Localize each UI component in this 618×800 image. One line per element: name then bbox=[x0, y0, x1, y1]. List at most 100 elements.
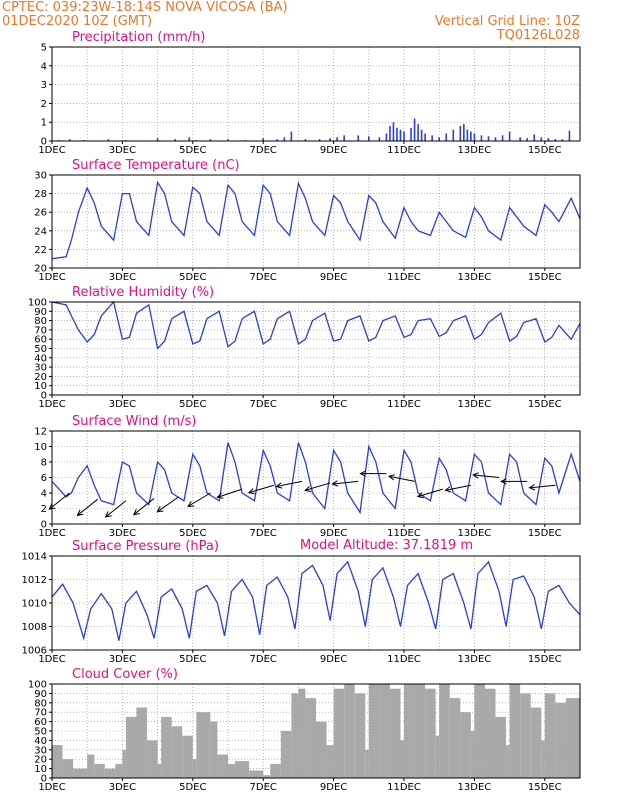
precip-bar bbox=[357, 135, 360, 141]
cloud-bar bbox=[449, 698, 461, 778]
y-tick-label: 100 bbox=[28, 680, 47, 691]
x-tick-label: 3DEC bbox=[109, 399, 136, 410]
y-tick-label: 10 bbox=[34, 764, 47, 775]
x-tick-label: 13DEC bbox=[458, 145, 492, 156]
precip-bar bbox=[283, 137, 286, 141]
cloud-bar bbox=[400, 740, 404, 778]
precip-bar bbox=[276, 139, 279, 141]
cloud-bar bbox=[460, 712, 471, 778]
panel-pres: 1006 1008 1010 1012 1014 1DEC 3DEC 5DEC 7DEC 9DEC… bbox=[22, 539, 581, 665]
y-tick-label: 10 bbox=[34, 442, 47, 453]
x-tick-label: 1DEC bbox=[38, 782, 65, 793]
x-tick-label: 11DEC bbox=[387, 145, 421, 156]
y-tick-label: 1 bbox=[41, 118, 47, 129]
x-tick-label: 9DEC bbox=[320, 272, 347, 283]
precip-bar bbox=[399, 129, 402, 141]
y-tick-label: 1008 bbox=[22, 622, 47, 633]
precip-bar bbox=[156, 138, 159, 141]
y-tick-label: 70 bbox=[34, 708, 47, 719]
x-tick-label: 7DEC bbox=[250, 782, 277, 793]
precip-bar bbox=[304, 139, 307, 141]
x-tick-label: 15DEC bbox=[528, 145, 562, 156]
precip-bar bbox=[466, 129, 469, 141]
y-tick-label: 60 bbox=[34, 335, 47, 346]
wind-vector-head bbox=[132, 508, 140, 516]
wind-vector bbox=[104, 500, 127, 518]
precip-bar bbox=[547, 138, 550, 141]
header-model-id: TQ0126L028 bbox=[496, 28, 580, 43]
cloud-bar bbox=[354, 693, 366, 778]
x-tick-label: 11DEC bbox=[387, 399, 421, 410]
x-tick-label: 11DEC bbox=[387, 528, 421, 539]
precip-bar bbox=[413, 118, 416, 141]
x-tick-label: 13DEC bbox=[458, 399, 492, 410]
wind-vector bbox=[304, 482, 331, 492]
wind-vector-shaft bbox=[276, 480, 303, 487]
header-grid-line: Vertical Grid Line: 10Z bbox=[435, 14, 580, 29]
x-tick-label: 5DEC bbox=[179, 145, 206, 156]
y-tick-label: 6 bbox=[41, 473, 47, 484]
precip-bar bbox=[209, 139, 212, 141]
wind-series-line bbox=[51, 442, 581, 515]
precip-bar bbox=[336, 137, 338, 141]
x-tick-label: 13DEC bbox=[458, 782, 492, 793]
cloud-bar bbox=[495, 716, 507, 778]
cloud-bar bbox=[104, 768, 116, 778]
wind-vector-shaft bbox=[248, 484, 274, 494]
x-tick-label: 5DEC bbox=[179, 399, 206, 410]
precip-bar bbox=[107, 139, 110, 141]
y-tick-label: 1014 bbox=[22, 552, 47, 563]
precip-bar bbox=[420, 129, 423, 141]
y-tick-label: 28 bbox=[34, 189, 47, 200]
precip-bar bbox=[494, 137, 497, 141]
cloud-bar bbox=[298, 688, 306, 778]
cloud-bar bbox=[544, 693, 556, 778]
cloud-bar bbox=[506, 745, 510, 778]
wind-vector-head bbox=[216, 492, 224, 499]
cloud-bar bbox=[368, 684, 380, 778]
x-tick-label: 15DEC bbox=[528, 654, 562, 665]
y-tick-label: 12 bbox=[34, 427, 47, 438]
x-tick-label: 9DEC bbox=[320, 654, 347, 665]
wind-vector-shaft bbox=[48, 492, 70, 510]
x-tick-label: 15DEC bbox=[528, 782, 562, 793]
x-tick-label: 13DEC bbox=[458, 654, 492, 665]
cloud-bar bbox=[249, 770, 264, 778]
y-tick-label: 40 bbox=[34, 353, 47, 364]
cloud-bar bbox=[87, 754, 95, 778]
cloud-bar bbox=[280, 731, 292, 778]
panel-frame bbox=[51, 174, 581, 269]
wind-vector bbox=[331, 480, 359, 487]
precip-bar bbox=[463, 124, 465, 141]
x-tick-label: 9DEC bbox=[320, 528, 347, 539]
cloud-bar bbox=[316, 721, 327, 778]
y-tick-label: 60 bbox=[34, 717, 47, 728]
wind-vector-shaft bbox=[445, 484, 471, 491]
wind-vector bbox=[472, 472, 500, 479]
y-tick-label: 20 bbox=[34, 372, 47, 383]
precip-bar bbox=[533, 134, 536, 141]
y-tick-label: 22 bbox=[34, 245, 47, 256]
panel-wind: 0 2 4 6 8 10 12 1DEC 3DEC 5DEC 7DEC 9DEC 11DEC 13DEC 1… bbox=[34, 414, 581, 539]
wind-vector-shaft bbox=[217, 488, 243, 498]
cloud-bar bbox=[94, 763, 105, 778]
y-tick-label: 20 bbox=[34, 755, 47, 766]
y-tick-label: 8 bbox=[41, 458, 47, 469]
x-tick-label: 11DEC bbox=[387, 654, 421, 665]
cloud-bar bbox=[161, 716, 172, 778]
x-tick-label: 5DEC bbox=[179, 528, 206, 539]
wind-vector-head bbox=[48, 503, 56, 510]
wind-vector-head bbox=[156, 506, 164, 513]
precip-bar bbox=[445, 133, 448, 141]
y-tick-label: 4 bbox=[41, 489, 47, 500]
precip-bar bbox=[561, 139, 564, 141]
x-tick-label: 7DEC bbox=[250, 399, 277, 410]
cloud-bar bbox=[228, 763, 236, 778]
pres-series-line bbox=[51, 560, 581, 641]
cloud-bar bbox=[365, 749, 369, 778]
y-tick-label: 5 bbox=[41, 43, 47, 54]
cloud-bar bbox=[210, 721, 218, 778]
cloud-bar bbox=[192, 759, 197, 778]
precip-bar bbox=[473, 133, 476, 141]
